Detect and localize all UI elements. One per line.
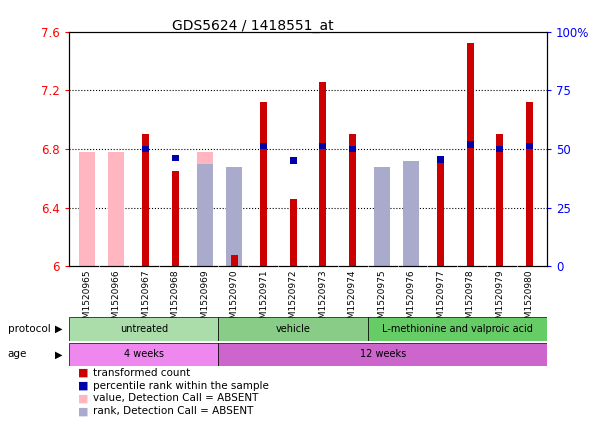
Text: 4 weeks: 4 weeks [124, 349, 163, 359]
Text: ▶: ▶ [55, 324, 63, 334]
Text: vehicle: vehicle [276, 324, 311, 334]
Bar [172, 154, 179, 161]
Bar [349, 146, 356, 152]
Bar [496, 146, 504, 152]
Text: 12 weeks: 12 weeks [359, 349, 406, 359]
Bar [437, 161, 444, 266]
Bar [319, 143, 326, 149]
Bar [231, 255, 238, 266]
Text: ■: ■ [78, 393, 88, 404]
Text: ▶: ▶ [55, 349, 63, 360]
Bar [437, 156, 444, 162]
Text: age: age [8, 349, 27, 360]
Bar [403, 161, 419, 266]
Bar [69, 343, 218, 366]
Bar [218, 317, 368, 341]
Text: protocol: protocol [8, 324, 50, 334]
Bar [197, 164, 213, 266]
Bar [142, 146, 150, 152]
Bar [525, 143, 533, 149]
Bar [496, 135, 504, 266]
Bar [319, 82, 326, 266]
Bar [368, 317, 547, 341]
Bar [197, 152, 213, 266]
Bar [69, 317, 218, 341]
Bar [108, 152, 124, 266]
Bar [374, 167, 390, 266]
Text: rank, Detection Call = ABSENT: rank, Detection Call = ABSENT [93, 406, 254, 416]
Bar [218, 343, 547, 366]
Text: untreated: untreated [120, 324, 168, 334]
Text: value, Detection Call = ABSENT: value, Detection Call = ABSENT [93, 393, 258, 404]
Bar [260, 102, 267, 266]
Text: ■: ■ [78, 406, 88, 416]
Bar [290, 199, 297, 266]
Bar [466, 44, 474, 266]
Bar [349, 135, 356, 266]
Text: percentile rank within the sample: percentile rank within the sample [93, 381, 269, 391]
Bar [79, 152, 95, 266]
Bar [466, 141, 474, 148]
Text: GDS5624 / 1418551_at: GDS5624 / 1418551_at [172, 19, 333, 33]
Bar [525, 102, 533, 266]
Bar [403, 168, 419, 266]
Text: L-methionine and valproic acid: L-methionine and valproic acid [382, 324, 532, 334]
Bar [172, 171, 179, 266]
Bar [226, 167, 242, 266]
Text: transformed count: transformed count [93, 368, 191, 378]
Bar [374, 234, 390, 266]
Text: ■: ■ [78, 381, 88, 391]
Bar [290, 157, 297, 164]
Bar [260, 143, 267, 149]
Bar [142, 135, 150, 266]
Text: ■: ■ [78, 368, 88, 378]
